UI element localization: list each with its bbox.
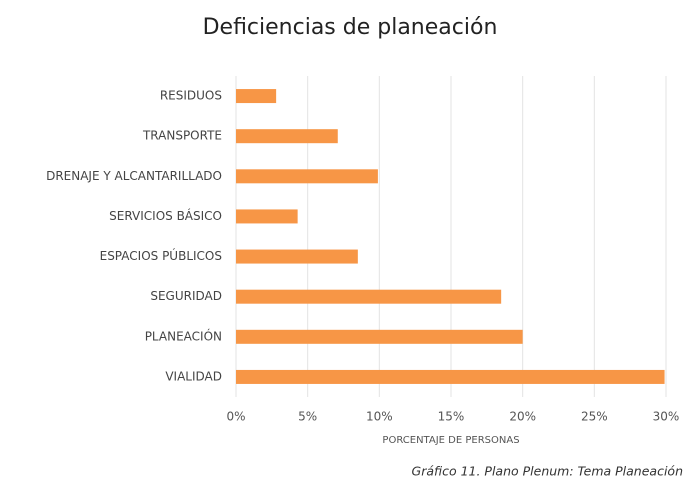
bar xyxy=(236,169,378,184)
bar xyxy=(236,289,502,304)
x-tick-label: 25% xyxy=(581,410,608,424)
x-tick-label: 10% xyxy=(366,410,393,424)
y-tick-label: VIALIDAD xyxy=(165,369,222,383)
bar xyxy=(236,209,298,224)
y-tick-label: ESPACIOS PÚBLICOS xyxy=(100,248,222,263)
x-tick-label: 5% xyxy=(298,410,317,424)
y-tick-label: DRENAJE Y ALCANTARILLADO xyxy=(46,169,222,183)
bar xyxy=(236,329,523,344)
bar xyxy=(236,89,277,104)
y-tick-label: PLANEACIÓN xyxy=(145,328,222,343)
x-axis-label: PORCENTAJE DE PERSONAS xyxy=(382,435,519,446)
y-tick-label: TRANSPORTE xyxy=(142,129,222,143)
bar xyxy=(236,369,665,384)
chart-title: Deficiencias de planeación xyxy=(203,15,498,40)
bar xyxy=(236,129,338,144)
caption: Gráfico 11. Plano Plenum: Tema Planeació… xyxy=(412,464,684,479)
y-tick-label: SEGURIDAD xyxy=(150,289,222,303)
x-tick-label: 20% xyxy=(509,410,536,424)
x-tick-label: 15% xyxy=(438,410,465,424)
y-tick-label: RESIDUOS xyxy=(160,89,222,103)
x-tick-label: 0% xyxy=(226,410,245,424)
x-tick-label: 30% xyxy=(653,410,680,424)
y-tick-label: SERVICIOS BÁSICO xyxy=(109,208,222,223)
bar xyxy=(236,249,358,264)
